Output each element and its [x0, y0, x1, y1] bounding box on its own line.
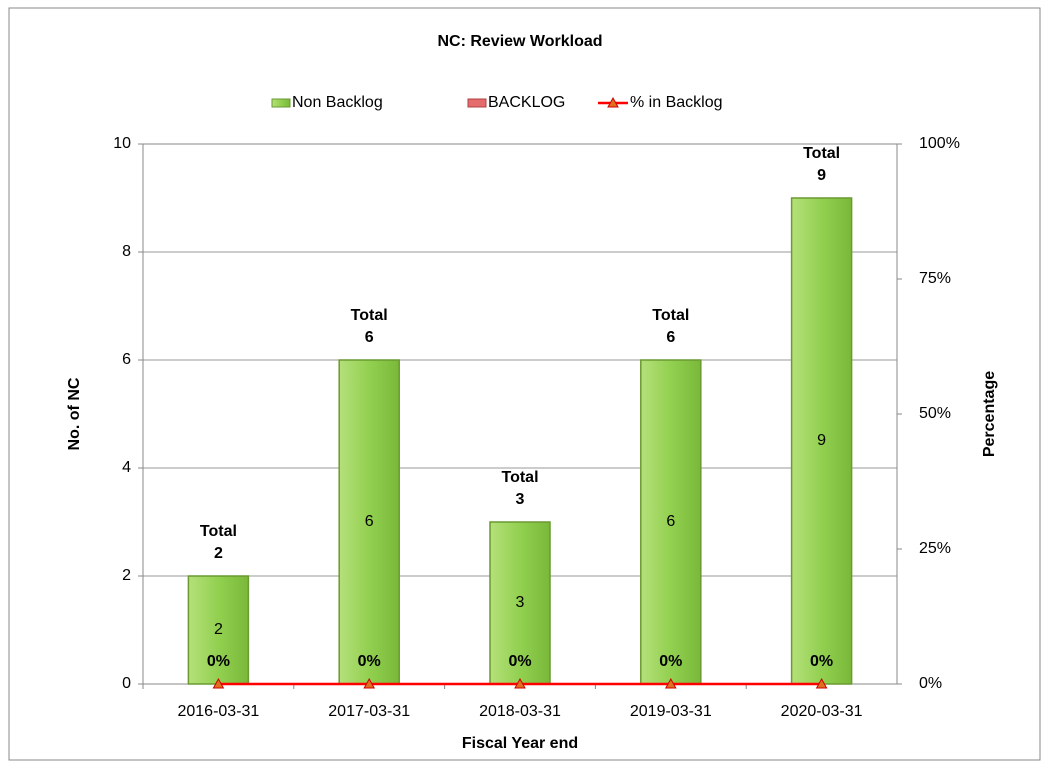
bar-value-label: 6: [666, 513, 675, 530]
line-marker: [514, 677, 526, 689]
total-label: Total: [200, 523, 237, 540]
line-marker: [664, 677, 677, 689]
line-value-label: 0%: [810, 653, 833, 670]
y2-tick-label: 100%: [919, 135, 960, 152]
bar-segment: [187, 575, 250, 685]
y-tick-label: 0: [122, 675, 131, 692]
y2-tick-label: 75%: [919, 270, 951, 287]
total-value: 2: [214, 545, 223, 562]
legend-swatch: [467, 98, 487, 108]
line-value-label: 0%: [508, 653, 531, 670]
legend-swatch: [271, 98, 291, 108]
bar-value-label: 6: [365, 513, 374, 530]
legend-marker: [607, 96, 619, 108]
x-tick-label: 2016-03-31: [177, 703, 259, 720]
total-label: Total: [652, 307, 689, 324]
x-axis-title: Fiscal Year end: [462, 735, 578, 752]
x-tick-label: 2019-03-31: [630, 703, 712, 720]
total-label: Total: [501, 469, 538, 486]
bar-value-label: 3: [516, 594, 525, 611]
x-tick-label: 2017-03-31: [328, 703, 410, 720]
line-value-label: 0%: [207, 653, 230, 670]
bar-segment: [489, 521, 551, 685]
line-value-label: 0%: [358, 653, 381, 670]
legend-label: BACKLOG: [488, 94, 565, 111]
line-marker: [363, 677, 376, 689]
y-axis-title: No. of NC: [66, 377, 83, 450]
bar-segment: [640, 359, 702, 685]
total-value: 3: [516, 491, 525, 508]
bar-segment: [790, 197, 853, 685]
bar-value-label: 9: [817, 432, 826, 449]
line-marker: [815, 677, 828, 689]
x-tick-label: 2020-03-31: [781, 703, 863, 720]
bar-value-label: 2: [214, 621, 223, 638]
total-value: 9: [817, 167, 826, 184]
y2-tick-label: 0%: [919, 675, 942, 692]
y2-axis-title: Percentage: [981, 371, 998, 457]
y-tick-label: 6: [122, 351, 131, 368]
total-value: 6: [365, 329, 374, 346]
bar-segment: [338, 359, 400, 685]
total-label: Total: [803, 145, 840, 162]
y-tick-label: 10: [113, 135, 131, 152]
y-tick-label: 2: [122, 567, 131, 584]
chart-title: NC: Review Workload: [437, 33, 602, 50]
line-marker: [212, 677, 225, 689]
y-tick-label: 8: [122, 243, 131, 260]
legend-label: % in Backlog: [630, 94, 723, 111]
x-tick-label: 2018-03-31: [479, 703, 561, 720]
legend-label: Non Backlog: [292, 94, 383, 111]
y2-tick-label: 25%: [919, 540, 951, 557]
y2-tick-label: 50%: [919, 405, 951, 422]
total-value: 6: [666, 329, 675, 346]
total-label: Total: [351, 307, 388, 324]
y-tick-label: 4: [122, 459, 131, 476]
line-value-label: 0%: [659, 653, 682, 670]
